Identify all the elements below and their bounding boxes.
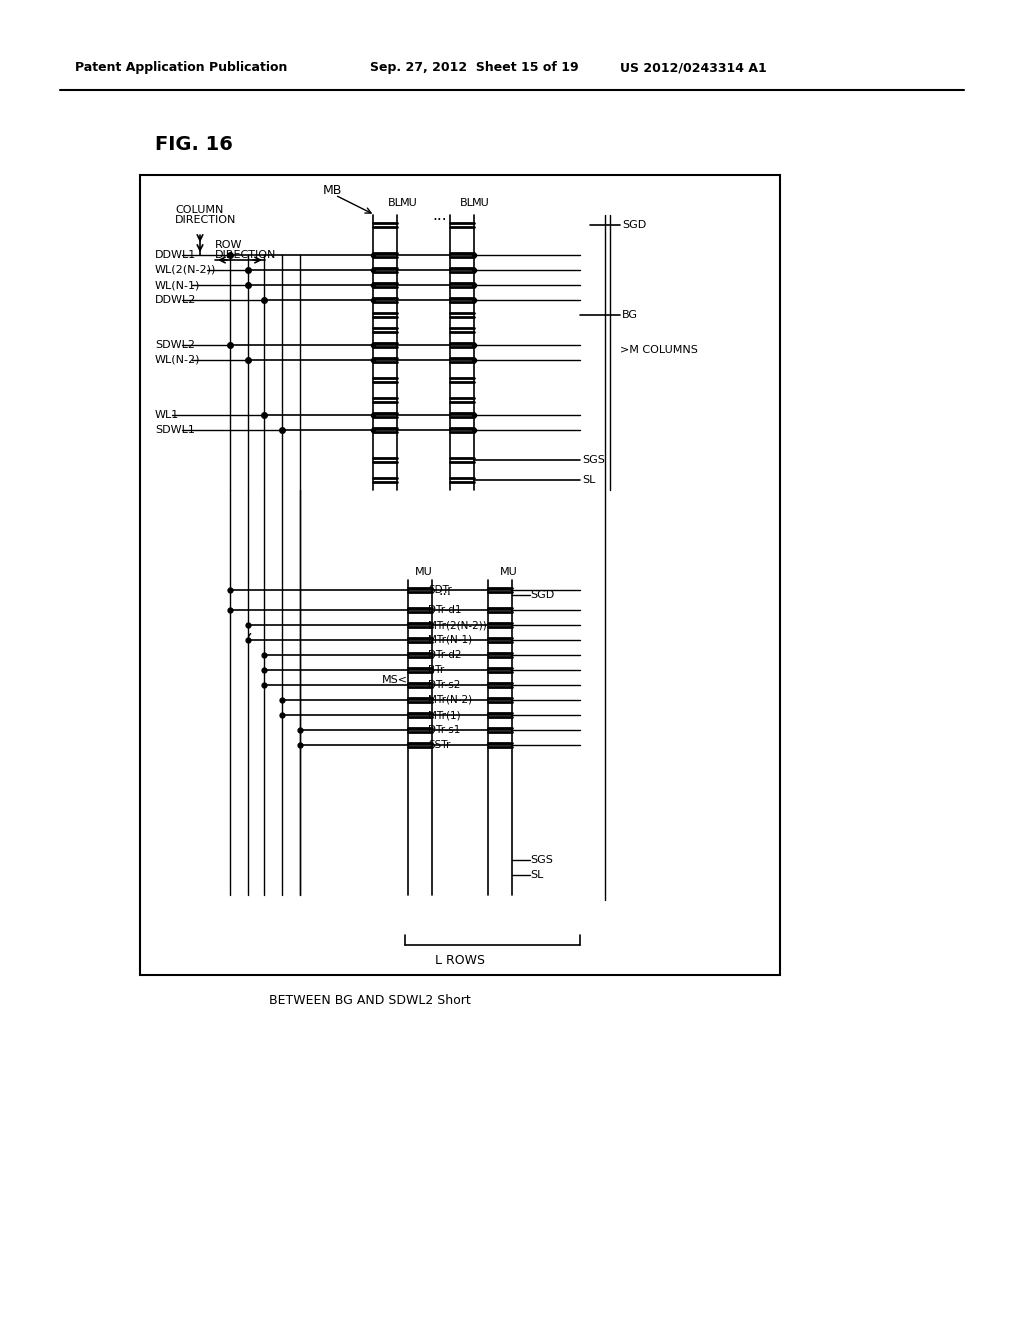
Text: ...: ... xyxy=(438,583,452,598)
Text: MTr(1): MTr(1) xyxy=(428,710,461,719)
Text: DDWL1: DDWL1 xyxy=(155,249,197,260)
Text: MS<: MS< xyxy=(382,675,408,685)
Text: SGD: SGD xyxy=(622,220,646,230)
Text: DTr-d1: DTr-d1 xyxy=(428,605,462,615)
Text: SL: SL xyxy=(530,870,544,880)
Text: WL(2(N-2)): WL(2(N-2)) xyxy=(155,265,216,275)
Text: SDWL2: SDWL2 xyxy=(155,341,195,350)
Text: COLUMN: COLUMN xyxy=(175,205,223,215)
Bar xyxy=(370,201,580,495)
Text: DDWL2: DDWL2 xyxy=(155,294,197,305)
Text: SGD: SGD xyxy=(530,590,554,601)
Bar xyxy=(395,570,585,900)
Text: MTr(N-2): MTr(N-2) xyxy=(428,696,472,705)
Text: Patent Application Publication: Patent Application Publication xyxy=(75,62,288,74)
Text: SGS: SGS xyxy=(530,855,553,865)
Text: DTr-d2: DTr-d2 xyxy=(428,649,462,660)
Text: DTr-s1: DTr-s1 xyxy=(428,725,461,735)
Text: DIRECTION: DIRECTION xyxy=(215,249,276,260)
Text: MTr(N-1): MTr(N-1) xyxy=(428,635,472,645)
Text: BG: BG xyxy=(622,310,638,319)
Text: MU: MU xyxy=(415,568,433,577)
Text: DIRECTION: DIRECTION xyxy=(175,215,237,224)
Text: DTr-s2: DTr-s2 xyxy=(428,680,461,690)
Text: BTr: BTr xyxy=(428,665,444,675)
Text: SDWL1: SDWL1 xyxy=(155,425,195,436)
Text: SL: SL xyxy=(582,475,595,484)
Text: MB: MB xyxy=(323,183,342,197)
Text: BETWEEN BG AND SDWL2 Short: BETWEEN BG AND SDWL2 Short xyxy=(269,994,471,1006)
Text: >M COLUMNS: >M COLUMNS xyxy=(620,345,698,355)
Text: SDTr: SDTr xyxy=(428,585,452,595)
Text: MU: MU xyxy=(500,568,518,577)
Text: MU: MU xyxy=(400,198,418,209)
Text: BL: BL xyxy=(388,198,401,209)
Bar xyxy=(140,176,780,975)
Text: ROW: ROW xyxy=(215,240,243,249)
Text: WL1: WL1 xyxy=(155,411,179,420)
Text: L ROWS: L ROWS xyxy=(435,953,485,966)
Text: MU: MU xyxy=(472,198,489,209)
Text: MTr(2(N-2)): MTr(2(N-2)) xyxy=(428,620,486,630)
Text: BL: BL xyxy=(460,198,474,209)
Text: SSTr: SSTr xyxy=(428,741,451,750)
Text: Sep. 27, 2012  Sheet 15 of 19: Sep. 27, 2012 Sheet 15 of 19 xyxy=(370,62,579,74)
Text: US 2012/0243314 A1: US 2012/0243314 A1 xyxy=(620,62,767,74)
Text: WL(N-1): WL(N-1) xyxy=(155,280,201,290)
Text: ...: ... xyxy=(432,207,446,223)
Text: WL(N-2): WL(N-2) xyxy=(155,355,201,366)
Text: SGS: SGS xyxy=(582,455,605,465)
Text: FIG. 16: FIG. 16 xyxy=(155,136,232,154)
